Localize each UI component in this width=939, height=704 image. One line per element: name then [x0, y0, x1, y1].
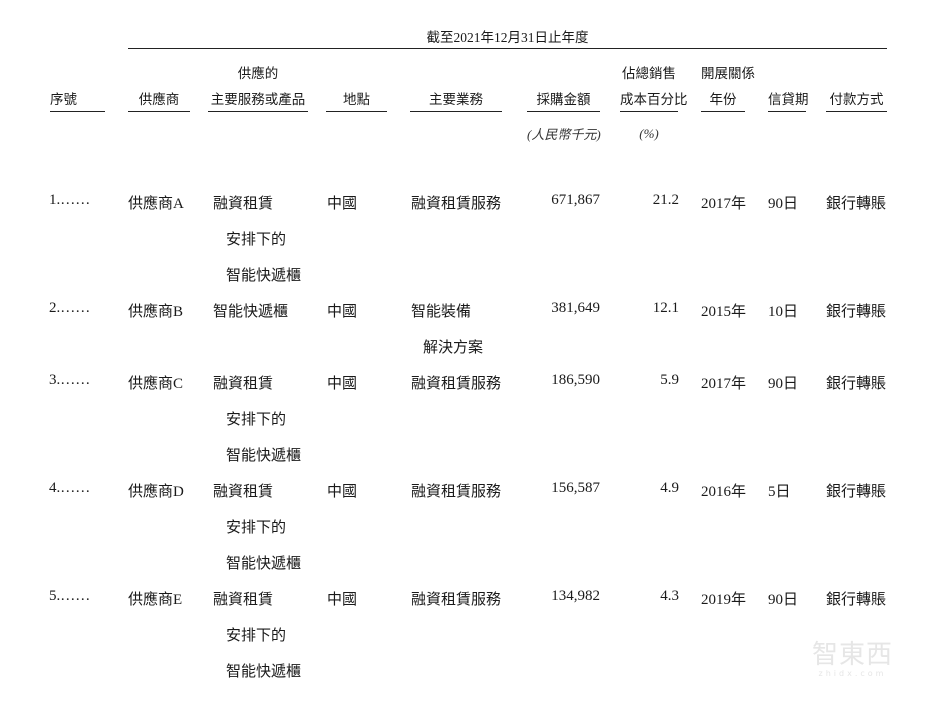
credit-period: 90日	[768, 196, 799, 212]
column-header-underline	[410, 111, 502, 112]
product-line: 智能快遞櫃	[226, 268, 302, 284]
column-header-business: 主要業務	[429, 92, 483, 107]
column-header-pct: 佔總銷售	[622, 66, 676, 81]
payment-method: 銀行轉賬	[826, 592, 887, 608]
cost-percentage: 4.9	[660, 480, 679, 496]
product-line: 融資租賃	[213, 484, 274, 500]
business-line: 解決方案	[423, 340, 484, 356]
product-line: 智能快遞櫃	[226, 556, 302, 572]
column-header-underline	[620, 111, 678, 112]
column-header-product: 供應的	[237, 66, 279, 81]
product-line: 安排下的	[226, 628, 287, 644]
credit-period: 90日	[768, 376, 799, 392]
cost-percentage: 5.9	[660, 372, 679, 388]
product-line: 安排下的	[226, 412, 287, 428]
credit-period: 5日	[768, 484, 791, 500]
location: 中國	[327, 376, 358, 392]
column-header-payment: 付款方式	[829, 92, 884, 107]
credit-period: 90日	[768, 592, 799, 608]
payment-method: 銀行轉賬	[826, 196, 887, 212]
location: 中國	[327, 304, 358, 320]
period-header: 截至2021年12月31日止年度	[426, 30, 589, 45]
column-header-amount: 採購金額	[536, 92, 591, 107]
business-line: 融資租賃服務	[411, 484, 502, 500]
purchase-amount: 134,982	[551, 588, 600, 604]
payment-method: 銀行轉賬	[826, 304, 887, 320]
cost-percentage: 4.3	[660, 588, 679, 604]
pct-unit: (%)	[639, 126, 659, 141]
supplier-name: 供應商B	[128, 304, 184, 320]
column-header-underline	[701, 111, 745, 112]
header-rule	[128, 48, 887, 49]
purchase-amount: 186,590	[551, 372, 600, 388]
payment-method: 銀行轉賬	[826, 484, 887, 500]
column-header-no: 序號	[50, 92, 77, 107]
column-header-underline	[768, 111, 806, 112]
row-number: 5.……	[49, 588, 91, 604]
supplier-name: 供應商A	[128, 196, 184, 212]
product-line: 融資租賃	[213, 196, 274, 212]
product-line: 智能快遞櫃	[226, 448, 302, 464]
column-header-pct: 成本百分比	[620, 92, 688, 107]
cost-percentage: 12.1	[652, 300, 679, 316]
relationship-year: 2016年	[701, 484, 747, 500]
cost-percentage: 21.2	[652, 192, 679, 208]
watermark-logo: 智東西 zhidx.com	[812, 640, 894, 678]
purchase-amount: 381,649	[551, 300, 600, 316]
column-header-since: 年份	[709, 92, 737, 107]
column-header-underline	[128, 111, 190, 112]
product-line: 智能快遞櫃	[226, 664, 302, 680]
product-line: 安排下的	[226, 520, 287, 536]
amount-unit: (人民幣千元)	[527, 127, 601, 142]
relationship-year: 2015年	[701, 304, 747, 320]
column-header-since: 開展關係	[701, 66, 755, 81]
supplier-name: 供應商C	[128, 376, 184, 392]
business-line: 融資租賃服務	[411, 592, 502, 608]
column-header-underline	[326, 111, 387, 112]
product-line: 融資租賃	[213, 376, 274, 392]
supplier-name: 供應商D	[128, 484, 184, 500]
location: 中國	[327, 484, 358, 500]
location: 中國	[327, 592, 358, 608]
column-header-underline	[208, 111, 308, 112]
purchase-amount: 156,587	[551, 480, 600, 496]
location: 中國	[327, 196, 358, 212]
column-header-location: 地點	[343, 92, 370, 107]
supplier-name: 供應商E	[128, 592, 183, 608]
row-number: 2.……	[49, 300, 91, 316]
column-header-product: 主要服務或產品	[210, 92, 306, 107]
column-header-underline	[826, 111, 887, 112]
business-line: 融資租賃服務	[411, 376, 502, 392]
relationship-year: 2017年	[701, 376, 747, 392]
row-number: 1.……	[49, 192, 91, 208]
relationship-year: 2019年	[701, 592, 747, 608]
column-header-underline	[527, 111, 600, 112]
credit-period: 10日	[768, 304, 799, 320]
column-header-underline	[50, 111, 105, 112]
relationship-year: 2017年	[701, 196, 747, 212]
column-header-supplier: 供應商	[138, 92, 180, 107]
business-line: 智能裝備	[411, 304, 472, 320]
business-line: 融資租賃服務	[411, 196, 502, 212]
payment-method: 銀行轉賬	[826, 376, 887, 392]
column-header-credit: 信貸期	[768, 92, 809, 107]
row-number: 3.……	[49, 372, 91, 388]
product-line: 智能快遞櫃	[213, 304, 289, 320]
row-number: 4.……	[49, 480, 91, 496]
purchase-amount: 671,867	[551, 192, 600, 208]
product-line: 安排下的	[226, 232, 287, 248]
product-line: 融資租賃	[213, 592, 274, 608]
